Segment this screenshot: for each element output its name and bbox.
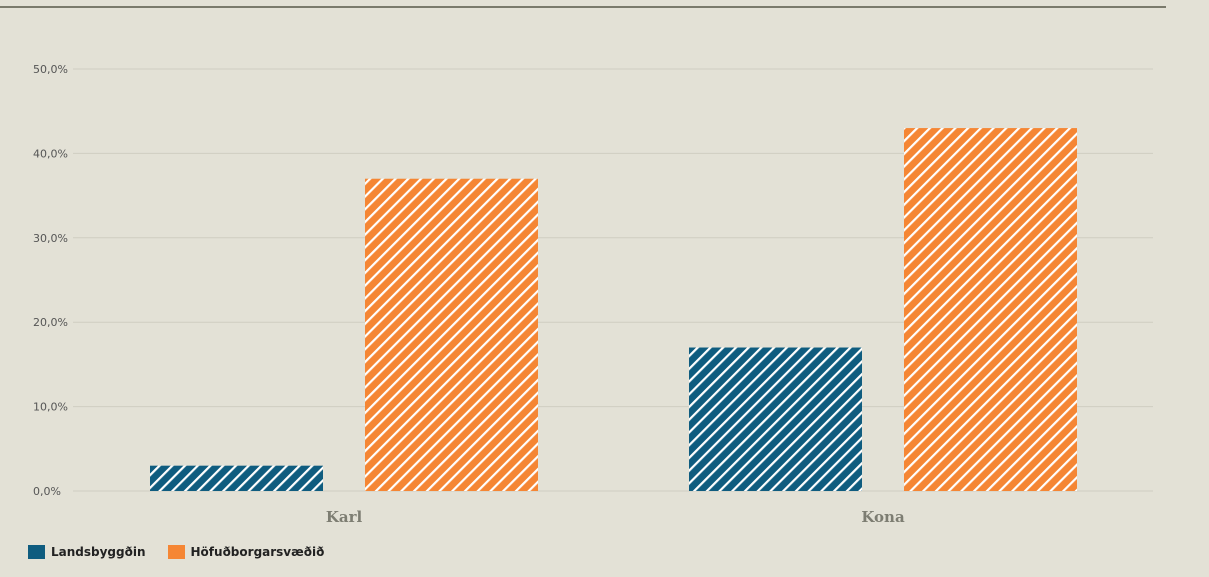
legend-swatch-hofudborgarsvaedid	[167, 545, 185, 559]
y-tick-label: 40,0%	[33, 147, 68, 160]
bar-chart: 0,0% 10,0% 20,0% 30,0% 40,0% 50,0% Karl Kona	[33, 63, 1153, 526]
bars	[150, 128, 1077, 491]
legend-label-hofudborgarsvaedid: Höfuðborgarsvæðið	[190, 545, 325, 559]
y-tick-label: 10,0%	[33, 401, 68, 414]
x-tick-label-karl: Karl	[326, 508, 363, 526]
y-tick-label: 0,0%	[33, 485, 61, 498]
y-tick-label: 30,0%	[33, 232, 68, 245]
x-tick-label-kona: Kona	[861, 508, 905, 526]
x-axis-ticks: Karl Kona	[326, 508, 905, 526]
y-axis-ticks: 0,0% 10,0% 20,0% 30,0% 40,0% 50,0%	[33, 63, 68, 498]
legend-item-landsbyggdin[interactable]: Landsbyggðin	[28, 545, 146, 559]
legend: Landsbyggðin Höfuðborgarsvæðið	[28, 545, 324, 559]
legend-item-hofudborgarsvaedid[interactable]: Höfuðborgarsvæðið	[167, 545, 325, 559]
bar-kona-series-1[interactable]	[689, 347, 862, 491]
bar-karl-series-2[interactable]	[365, 178, 538, 491]
bar-kona-series-2[interactable]	[904, 128, 1077, 491]
legend-label-landsbyggdin: Landsbyggðin	[51, 545, 146, 559]
top-rule	[0, 6, 1166, 8]
legend-swatch-landsbyggdin	[28, 545, 45, 559]
y-tick-label: 20,0%	[33, 316, 68, 329]
y-tick-label: 50,0%	[33, 63, 68, 76]
bar-karl-series-1[interactable]	[150, 465, 323, 491]
